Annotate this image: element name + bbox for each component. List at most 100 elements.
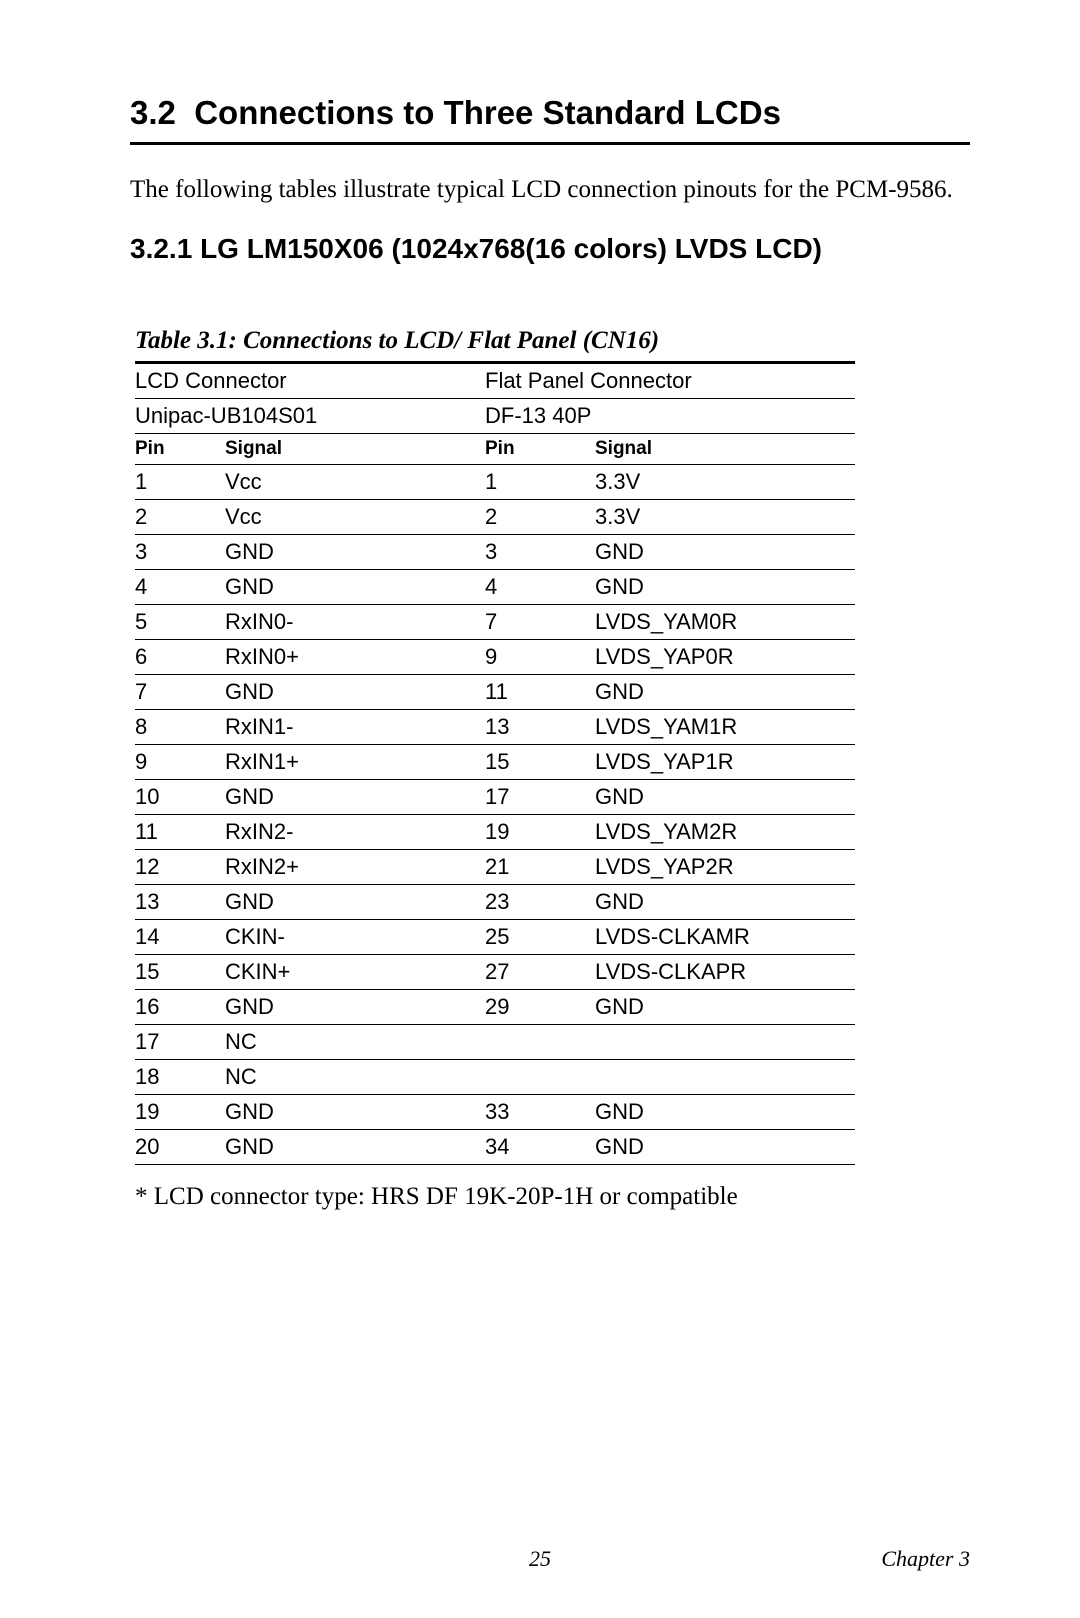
table-footnote: * LCD connector type: HRS DF 19K-20P-1H … bbox=[135, 1183, 855, 1211]
table-cell: 33 bbox=[485, 1094, 595, 1129]
col-header-signal-left: Signal bbox=[225, 433, 485, 464]
table-cell: LVDS-CLKAMR bbox=[595, 919, 855, 954]
table-cell: GND bbox=[595, 534, 855, 569]
page-number: 25 bbox=[529, 1546, 551, 1572]
table-cell: 9 bbox=[135, 744, 225, 779]
table-cell: 29 bbox=[485, 989, 595, 1024]
section-number: 3.2 bbox=[130, 94, 176, 131]
table-row: 6RxIN0+9LVDS_YAP0R bbox=[135, 639, 855, 674]
table-cell: GND bbox=[225, 989, 485, 1024]
section-title: Connections to Three Standard LCDs bbox=[194, 94, 781, 131]
table-cell: Vcc bbox=[225, 464, 485, 499]
table-cell: 19 bbox=[485, 814, 595, 849]
table-cell: 3 bbox=[485, 534, 595, 569]
pinout-table-wrap: Table 3.1: Connections to LCD/ Flat Pane… bbox=[135, 327, 855, 1211]
table-row: 16GND29GND bbox=[135, 989, 855, 1024]
table-row: 4GND4GND bbox=[135, 569, 855, 604]
table-cell: CKIN- bbox=[225, 919, 485, 954]
chapter-label: Chapter 3 bbox=[881, 1546, 970, 1572]
table-cell: GND bbox=[595, 569, 855, 604]
table-cell: GND bbox=[595, 1129, 855, 1164]
table-cell: RxIN2- bbox=[225, 814, 485, 849]
table-cell: GND bbox=[595, 989, 855, 1024]
table-cell bbox=[595, 1059, 855, 1094]
table-cell: LVDS_YAP0R bbox=[595, 639, 855, 674]
subsection-heading: 3.2.1 LG LM150X06 (1024x768(16 colors) L… bbox=[130, 233, 970, 265]
table-cell: 3.3V bbox=[595, 499, 855, 534]
table-row: 18NC bbox=[135, 1059, 855, 1094]
table-cell: GND bbox=[595, 674, 855, 709]
table-cell: GND bbox=[225, 1129, 485, 1164]
table-cell: NC bbox=[225, 1059, 485, 1094]
page: 3.2 Connections to Three Standard LCDs T… bbox=[0, 0, 1080, 1618]
table-row: 17NC bbox=[135, 1024, 855, 1059]
table-row: 19GND33GND bbox=[135, 1094, 855, 1129]
table-cell: 4 bbox=[485, 569, 595, 604]
table-cell: 6 bbox=[135, 639, 225, 674]
right-group-label: Flat Panel Connector bbox=[485, 362, 855, 398]
table-cell: 23 bbox=[485, 884, 595, 919]
table-cell: 9 bbox=[485, 639, 595, 674]
table-cell: 17 bbox=[135, 1024, 225, 1059]
left-group-label: LCD Connector bbox=[135, 362, 485, 398]
col-header-pin-right: Pin bbox=[485, 433, 595, 464]
table-row: 15CKIN+27LVDS-CLKAPR bbox=[135, 954, 855, 989]
table-row: 3GND3GND bbox=[135, 534, 855, 569]
table-cell: 21 bbox=[485, 849, 595, 884]
table-cell: RxIN1+ bbox=[225, 744, 485, 779]
table-cell bbox=[485, 1024, 595, 1059]
table-row: 14CKIN-25LVDS-CLKAMR bbox=[135, 919, 855, 954]
table-cell: GND bbox=[595, 779, 855, 814]
table-cell: GND bbox=[595, 884, 855, 919]
table-cell: 1 bbox=[135, 464, 225, 499]
table-cell: CKIN+ bbox=[225, 954, 485, 989]
table-cell: 17 bbox=[485, 779, 595, 814]
table-cell: 12 bbox=[135, 849, 225, 884]
table-caption: Table 3.1: Connections to LCD/ Flat Pane… bbox=[135, 327, 855, 361]
table-cell: RxIN2+ bbox=[225, 849, 485, 884]
table-row: 10GND17GND bbox=[135, 779, 855, 814]
table-cell: 2 bbox=[485, 499, 595, 534]
table-header-row: Pin Signal Pin Signal bbox=[135, 433, 855, 464]
table-cell: GND bbox=[225, 534, 485, 569]
table-cell: 15 bbox=[135, 954, 225, 989]
table-cell: 11 bbox=[135, 814, 225, 849]
right-sub-label: DF-13 40P bbox=[485, 398, 855, 433]
subsection-title: LG LM150X06 (1024x768(16 colors) LVDS LC… bbox=[200, 233, 822, 264]
table-cell: GND bbox=[225, 569, 485, 604]
table-cell: 34 bbox=[485, 1129, 595, 1164]
table-cell: 8 bbox=[135, 709, 225, 744]
table-cell: GND bbox=[225, 1094, 485, 1129]
table-cell: 16 bbox=[135, 989, 225, 1024]
table-cell: LVDS_YAP2R bbox=[595, 849, 855, 884]
table-row: 5RxIN0-7LVDS_YAM0R bbox=[135, 604, 855, 639]
left-sub-label: Unipac-UB104S01 bbox=[135, 398, 485, 433]
pinout-table: LCD Connector Flat Panel Connector Unipa… bbox=[135, 361, 855, 1165]
subsection-number: 3.2.1 bbox=[130, 233, 192, 264]
table-group-row: LCD Connector Flat Panel Connector bbox=[135, 362, 855, 398]
pinout-table-body: 1Vcc13.3V2Vcc23.3V3GND3GND4GND4GND5RxIN0… bbox=[135, 464, 855, 1164]
col-header-signal-right: Signal bbox=[595, 433, 855, 464]
table-cell: LVDS_YAM2R bbox=[595, 814, 855, 849]
table-cell: Vcc bbox=[225, 499, 485, 534]
table-cell: 11 bbox=[485, 674, 595, 709]
table-cell: 13 bbox=[485, 709, 595, 744]
table-row: 8RxIN1-13LVDS_YAM1R bbox=[135, 709, 855, 744]
table-cell: 25 bbox=[485, 919, 595, 954]
table-cell: 27 bbox=[485, 954, 595, 989]
table-cell bbox=[595, 1024, 855, 1059]
table-cell: GND bbox=[225, 884, 485, 919]
table-cell: 10 bbox=[135, 779, 225, 814]
table-cell: LVDS_YAM0R bbox=[595, 604, 855, 639]
table-cell: 7 bbox=[135, 674, 225, 709]
table-cell: GND bbox=[595, 1094, 855, 1129]
table-cell: 15 bbox=[485, 744, 595, 779]
table-cell: LVDS-CLKAPR bbox=[595, 954, 855, 989]
table-row: 2Vcc23.3V bbox=[135, 499, 855, 534]
table-cell: GND bbox=[225, 674, 485, 709]
table-cell: LVDS_YAP1R bbox=[595, 744, 855, 779]
table-cell: 4 bbox=[135, 569, 225, 604]
table-row: 11RxIN2-19LVDS_YAM2R bbox=[135, 814, 855, 849]
table-cell: RxIN1- bbox=[225, 709, 485, 744]
table-cell: 5 bbox=[135, 604, 225, 639]
